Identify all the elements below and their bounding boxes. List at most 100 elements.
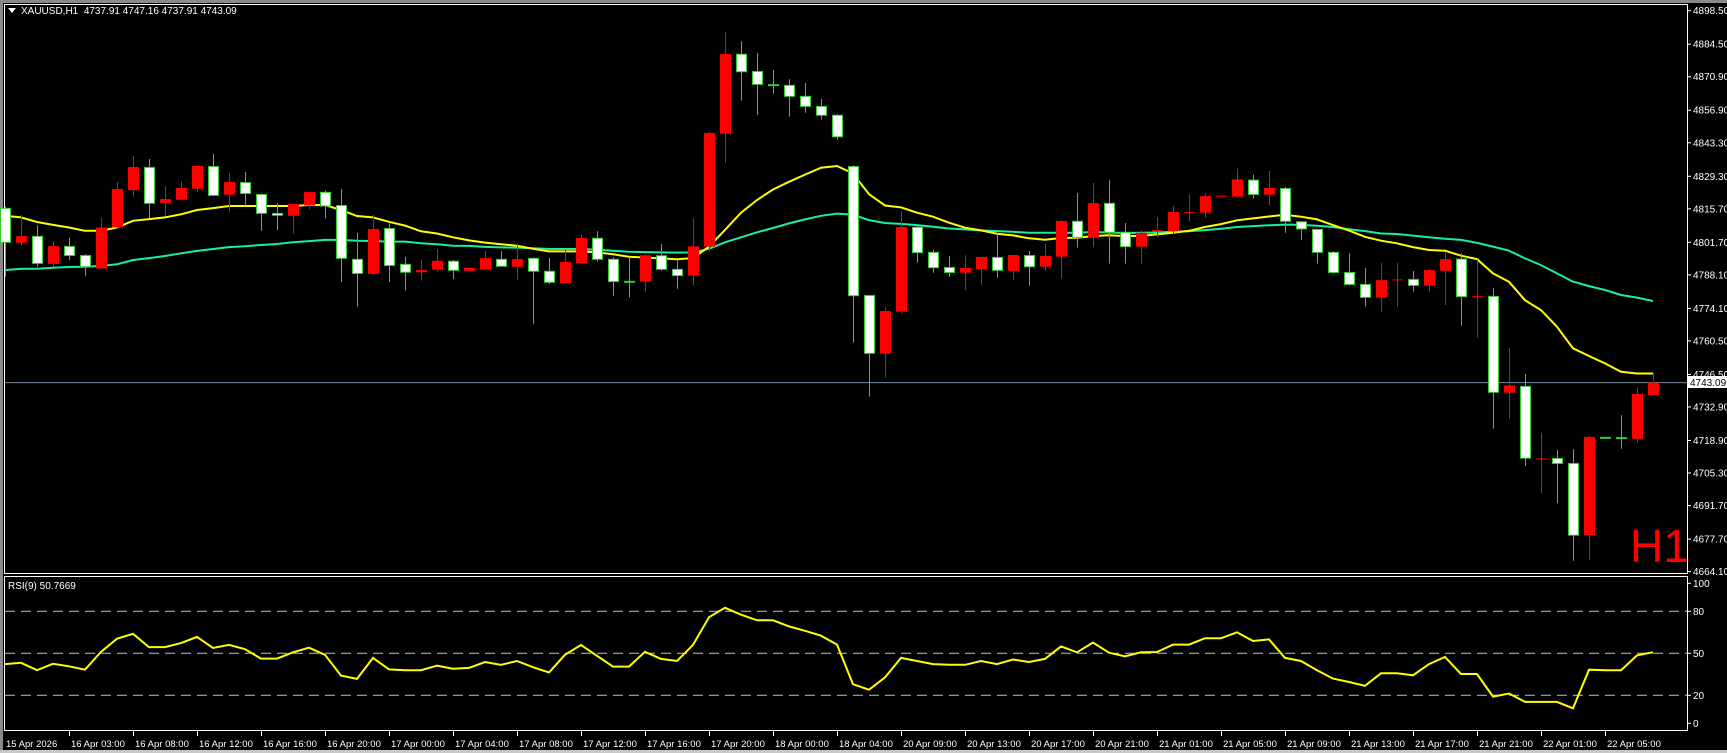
candle-body: [1056, 221, 1067, 257]
candle-body: [1264, 188, 1275, 195]
price-tick-label: 4664.10: [1693, 567, 1727, 578]
bear-candle: [1328, 251, 1339, 274]
bull-candle: [1152, 216, 1163, 238]
candle-body: [672, 268, 683, 277]
bear-candle: [1456, 253, 1467, 326]
candle-body: [240, 182, 251, 195]
candle-body: [224, 182, 235, 195]
time-tick-label: 16 Apr 03:00: [71, 739, 125, 750]
bear-candle: [656, 244, 667, 271]
candle-body: [1136, 232, 1147, 247]
bear-candle: [800, 82, 811, 113]
time-tick-label: 16 Apr 16:00: [263, 739, 317, 750]
candle-body: [1216, 195, 1227, 197]
bear-candle: [496, 250, 507, 267]
bear-candle: [672, 260, 683, 289]
candle-body: [736, 53, 747, 73]
rsi-tick-label: 100: [1693, 579, 1710, 590]
bull-candle: [48, 241, 59, 267]
bull-candle: [512, 243, 523, 280]
bull-candle: [1584, 436, 1595, 561]
candle-body: [864, 294, 875, 354]
candle-body: [1296, 221, 1307, 230]
candle-body: [1392, 279, 1403, 281]
price-tick-label: 4898.50: [1693, 6, 1727, 17]
price-tick-label: 4705.30: [1693, 469, 1727, 480]
candle-body: [1152, 230, 1163, 232]
price-axis[interactable]: 4898.50 4884.50 4870.90 4856.90 4843.30 4829.…: [1687, 6, 1727, 578]
bull-candle: [432, 249, 443, 272]
candle-body: [272, 212, 283, 216]
candle-body: [816, 105, 827, 116]
bear-candle: [384, 223, 395, 282]
candle-body: [304, 192, 315, 206]
candle-body: [896, 227, 907, 312]
bear-candle: [1568, 449, 1579, 561]
candle-body: [1424, 270, 1435, 286]
candle-body: [368, 228, 379, 274]
price-tick-label: 4691.70: [1693, 501, 1727, 512]
bull-candle: [112, 182, 123, 229]
candle-body: [608, 258, 619, 283]
moving-averages: [4, 164, 1654, 375]
candle-body: [592, 237, 603, 260]
price-tick-label: 4774.10: [1693, 304, 1727, 315]
bull-candle: [176, 181, 187, 201]
bull-candle: [1200, 193, 1211, 218]
price-tick-label: 4760.50: [1693, 336, 1727, 347]
candle-body: [752, 70, 763, 85]
candle-body: [544, 270, 555, 283]
candle-body: [640, 255, 651, 282]
candle-body: [64, 245, 75, 256]
candle-body: [1632, 394, 1643, 439]
time-tick-label: 17 Apr 00:00: [391, 739, 445, 750]
candle-body: [1120, 231, 1131, 248]
candle-body: [1040, 255, 1051, 267]
bear-candle: [1488, 288, 1499, 429]
bear-candle: [1312, 228, 1323, 264]
timeframe-watermark: H1: [1630, 520, 1689, 572]
ma-fast-line: [4, 164, 1653, 375]
price-tick-label: 4856.90: [1693, 106, 1727, 117]
time-axis[interactable]: 15 Apr 2026 16 Apr 03:00 16 Apr 08:00 16 Ap…: [6, 731, 1661, 750]
bull-candle: [16, 215, 27, 246]
candle-body: [288, 204, 299, 216]
candle-body: [1360, 283, 1371, 298]
bull-candle: [576, 234, 587, 265]
time-tick-label: 17 Apr 04:00: [455, 739, 509, 750]
bull-candle: [192, 166, 203, 192]
symbol-label: XAUUSD,H1: [21, 6, 79, 17]
bull-candle: [1424, 269, 1435, 292]
bull-candle: [976, 256, 987, 285]
bull-candle: [640, 254, 651, 292]
candle-body: [1440, 259, 1451, 271]
rsi-indicator-label: RSI(9) 50.7669: [8, 581, 76, 592]
bull-candle: [896, 210, 907, 314]
ma-slow-line: [4, 212, 1654, 302]
bear-candle: [0, 206, 11, 277]
bull-candle: [224, 172, 235, 212]
time-tick-label: 17 Apr 20:00: [711, 739, 765, 750]
bear-candle: [848, 165, 859, 343]
candle-body: [1088, 203, 1099, 238]
time-tick-label: 18 Apr 04:00: [839, 739, 893, 750]
candle-body: [1184, 212, 1195, 214]
bear-candle: [592, 231, 603, 262]
bull-candle: [1008, 255, 1019, 280]
dropdown-triangle-icon[interactable]: [8, 8, 16, 13]
bear-candle: [1552, 450, 1563, 504]
candle-body: [352, 258, 363, 274]
bear-candle: [864, 294, 875, 397]
rsi-axis: 100 80 50 20 0: [1687, 579, 1710, 730]
bear-candle: [1248, 174, 1259, 199]
time-tick-label: 16 Apr 20:00: [327, 739, 381, 750]
bear-candle: [144, 159, 155, 219]
candle-body: [624, 280, 635, 283]
bull-candle: [480, 250, 491, 270]
bear-candle: [1280, 186, 1291, 233]
candle-body: [560, 261, 571, 284]
candle-body: [1568, 462, 1579, 536]
bull-candle: [368, 215, 379, 276]
bear-candle: [240, 171, 251, 206]
